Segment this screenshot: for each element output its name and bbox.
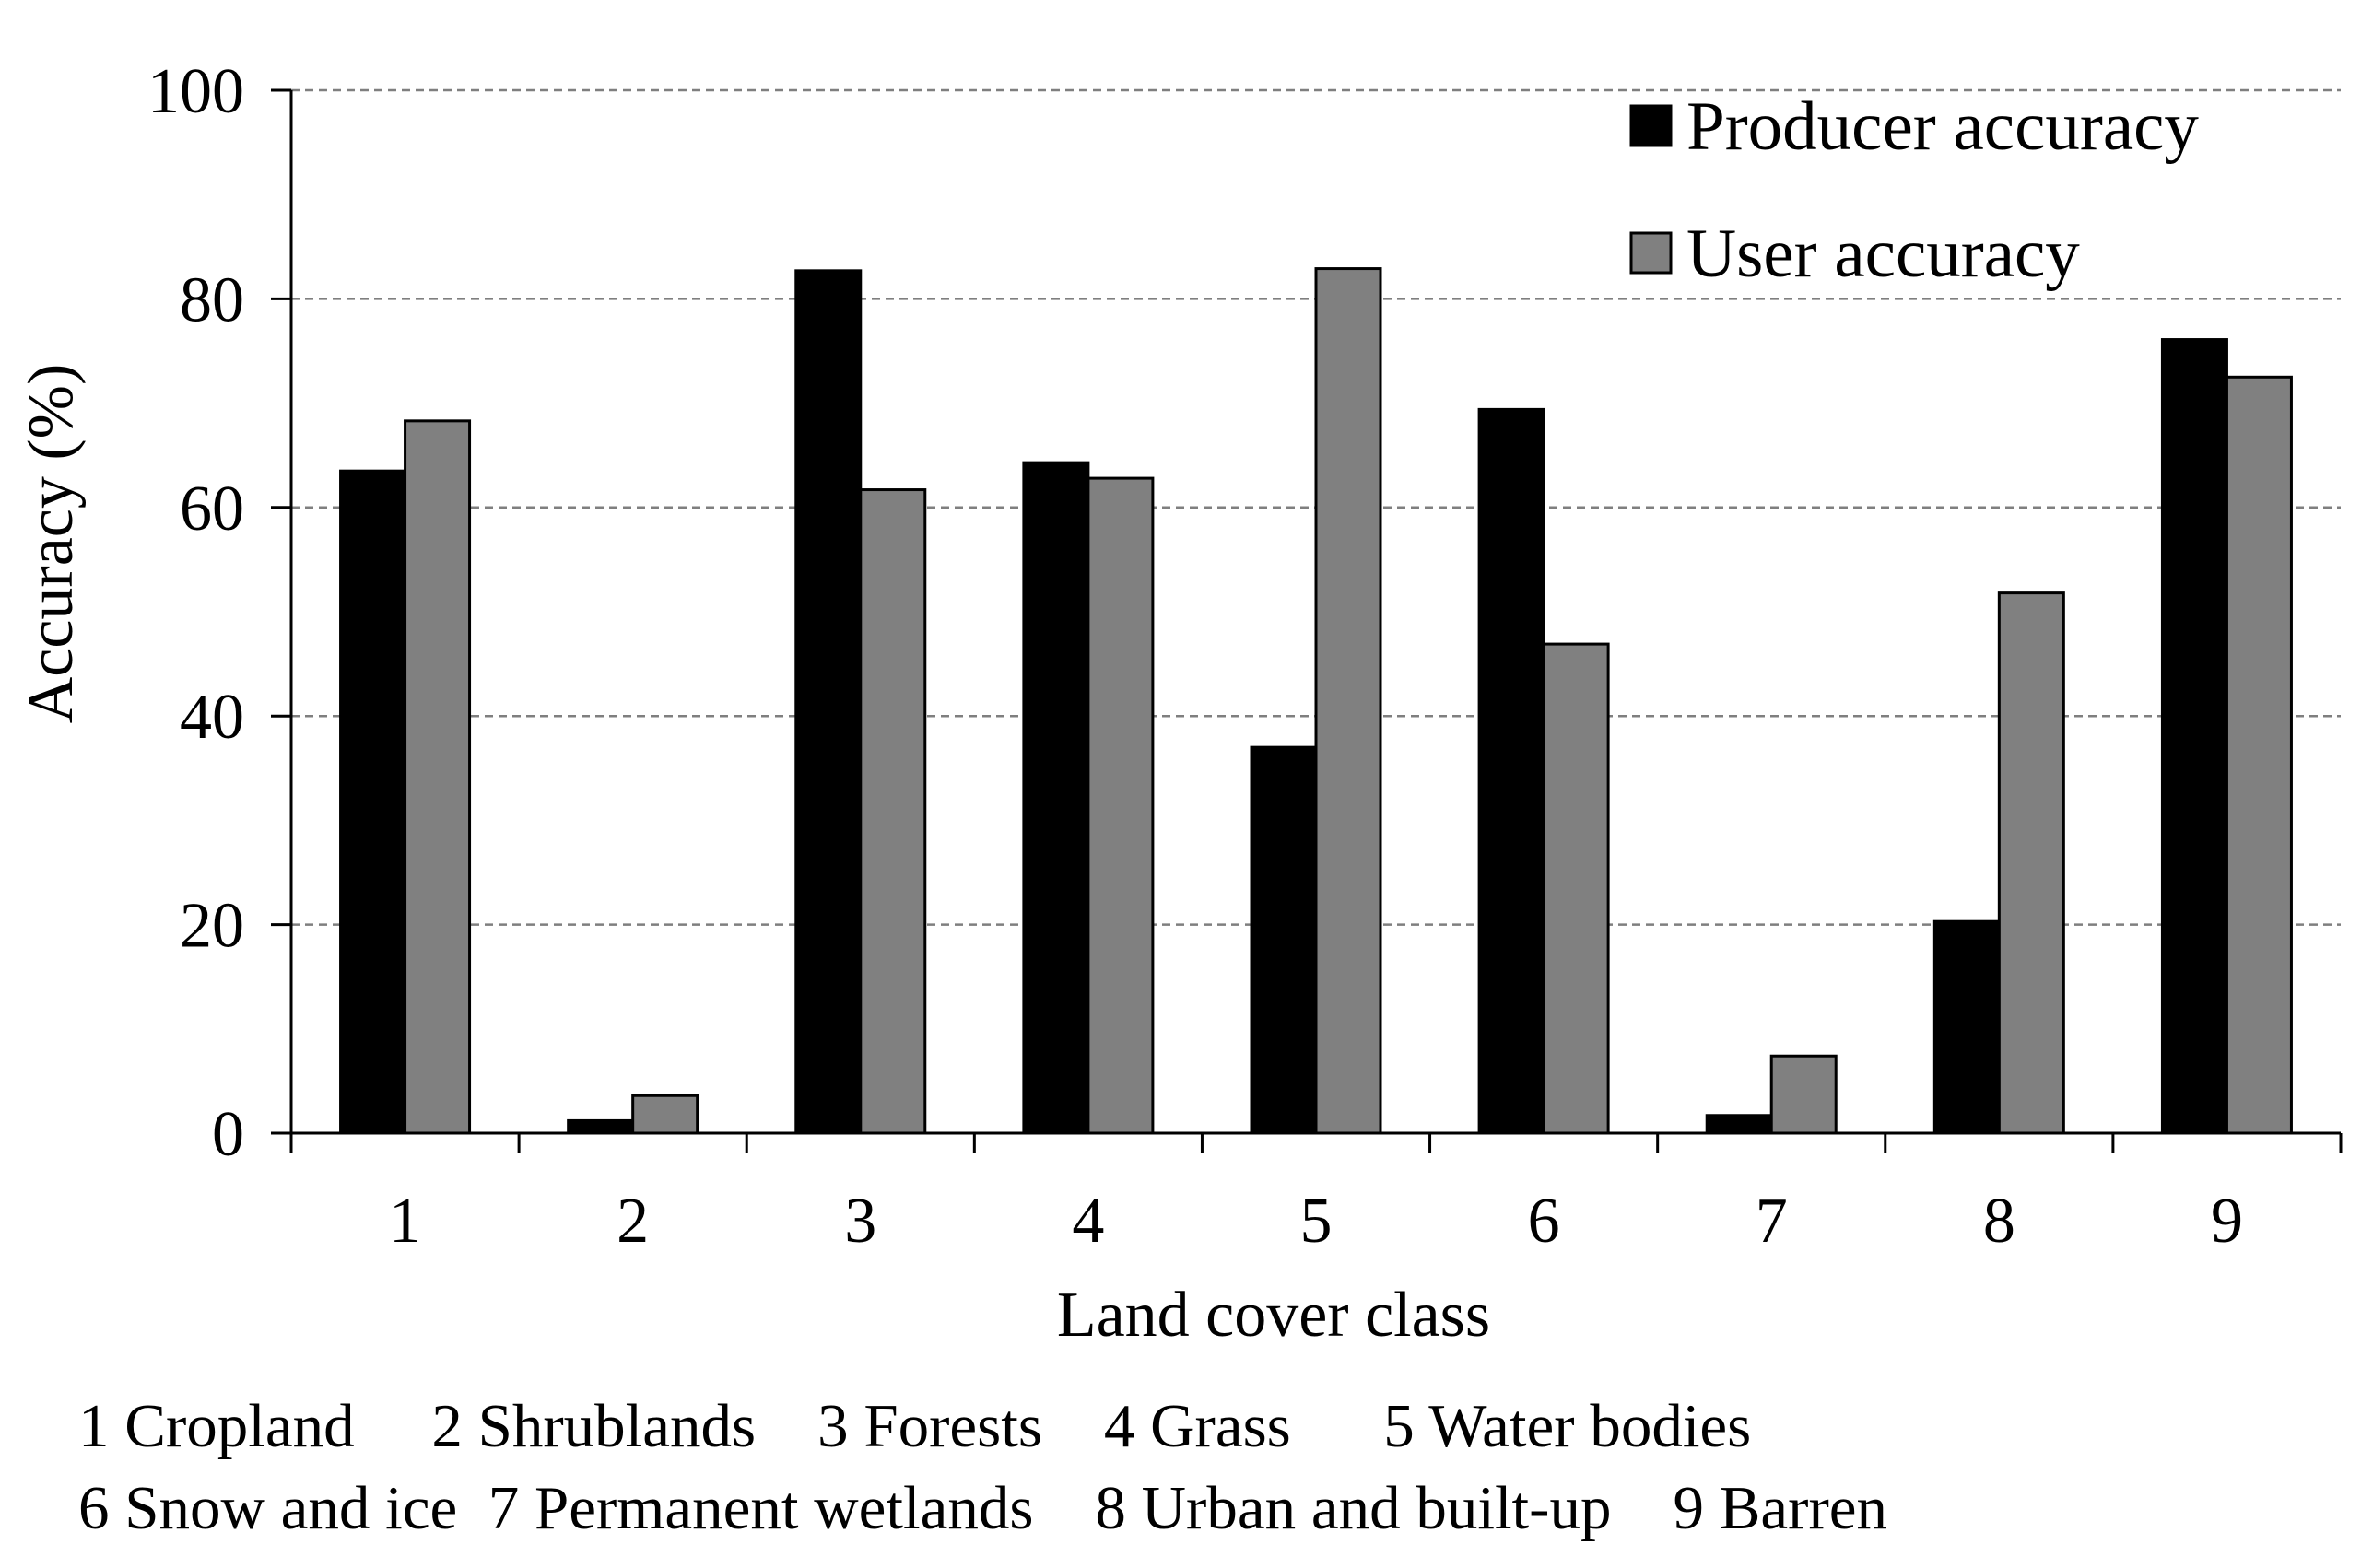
y-tick-labels: 0 20 40 60 80 100 <box>147 56 244 1170</box>
legend-swatch-producer-accuracy <box>1629 104 1673 147</box>
x-axis-title: Land cover class <box>1057 1280 1490 1351</box>
y-tick-label-100: 100 <box>147 56 244 127</box>
bar-user-class-7 <box>1769 1054 1838 1135</box>
x-tick-label-8: 8 <box>1983 1186 2015 1257</box>
bar-producer-class-5 <box>1250 745 1318 1135</box>
x-tick-label-2: 2 <box>617 1186 649 1257</box>
legend-label-producer-accuracy: Producer accuracy <box>1686 88 2199 165</box>
y-tick-label-40: 40 <box>180 682 244 753</box>
legend: Producer accuracy User accuracy <box>1629 88 2199 292</box>
category-key-line-1: 1 Cropland 2 Shrublands 3 Forests 4 Gras… <box>78 1392 1752 1460</box>
x-tick-label-1: 1 <box>389 1186 421 1257</box>
bars <box>339 267 2293 1135</box>
bar-user-class-9 <box>2225 375 2293 1135</box>
y-axis-title: Accuracy (%) <box>16 364 87 724</box>
x-tick-label-3: 3 <box>844 1186 876 1257</box>
x-tick-label-6: 6 <box>1528 1186 1560 1257</box>
category-key-line-2: 6 Snow and ice 7 Permanent wetlands 8 Ur… <box>78 1474 1888 1542</box>
bar-producer-class-3 <box>794 269 863 1135</box>
bar-user-class-1 <box>404 419 472 1135</box>
y-tick-label-80: 80 <box>180 264 244 335</box>
bar-producer-class-2 <box>567 1118 635 1135</box>
bar-producer-class-7 <box>1705 1114 1773 1135</box>
x-tick-label-4: 4 <box>1072 1186 1104 1257</box>
bar-user-class-5 <box>1314 267 1382 1135</box>
y-tick-label-20: 20 <box>180 891 244 962</box>
legend-label-user-accuracy: User accuracy <box>1686 216 2080 292</box>
bar-producer-class-9 <box>2160 338 2228 1135</box>
bar-user-class-4 <box>1087 476 1155 1135</box>
x-tick-label-7: 7 <box>1756 1186 1788 1257</box>
bar-producer-class-6 <box>1477 407 1545 1135</box>
x-tick-labels: 1 2 3 4 5 6 7 8 9 <box>389 1186 2243 1257</box>
y-tick-label-60: 60 <box>180 474 244 544</box>
bar-user-class-3 <box>859 488 927 1135</box>
bar-producer-class-8 <box>1932 919 2001 1135</box>
bar-producer-class-1 <box>339 469 407 1135</box>
x-tick-label-5: 5 <box>1300 1186 1333 1257</box>
bar-user-class-2 <box>631 1094 699 1135</box>
y-tick-label-0: 0 <box>212 1099 244 1170</box>
bar-user-class-6 <box>1542 642 1610 1135</box>
bar-producer-class-4 <box>1022 461 1090 1135</box>
legend-swatch-user-accuracy <box>1629 231 1673 275</box>
axes <box>271 88 2343 1153</box>
x-tick-label-9: 9 <box>2211 1186 2243 1257</box>
bar-user-class-8 <box>1997 591 2065 1135</box>
